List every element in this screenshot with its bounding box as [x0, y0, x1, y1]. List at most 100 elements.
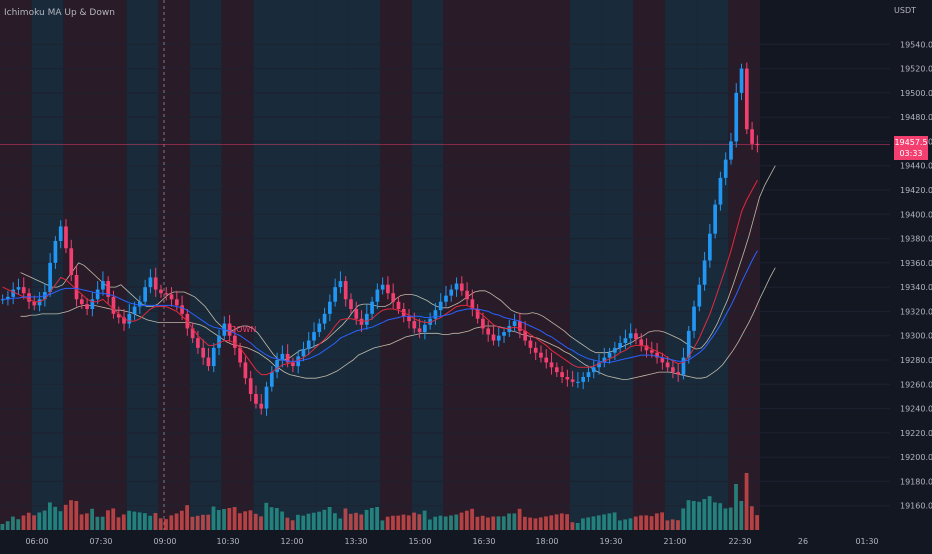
- volume-bar: [95, 516, 100, 530]
- volume-bar: [438, 515, 443, 530]
- volume-bar: [348, 513, 353, 530]
- volume-bar: [311, 512, 316, 530]
- candle-body: [459, 283, 464, 291]
- candle-body: [739, 68, 744, 93]
- y-tick-label: 19160.0: [900, 502, 932, 511]
- volume-bar: [211, 506, 216, 530]
- volume-bar: [596, 515, 601, 530]
- last-price-tag: 19457.5 03:33: [894, 136, 928, 160]
- volume-bar: [728, 507, 733, 530]
- candle-body: [576, 381, 580, 383]
- candle-body: [32, 301, 37, 306]
- volume-bar: [380, 520, 385, 530]
- candle-body: [697, 284, 702, 307]
- y-tick-label: 19480.0: [900, 113, 932, 122]
- volume-bar: [491, 516, 496, 530]
- candle-body: [454, 283, 459, 290]
- candle-body: [306, 340, 311, 350]
- candle-body: [312, 332, 316, 341]
- x-tick-label: 13:30: [344, 537, 367, 546]
- volume-bar: [137, 512, 142, 530]
- candle-body: [755, 143, 760, 146]
- candle-body: [639, 339, 644, 346]
- volume-bar: [106, 510, 110, 530]
- y-tick-label: 19320.0: [900, 307, 932, 316]
- volume-bar: [116, 517, 121, 530]
- volume-bar: [718, 503, 723, 530]
- candle-body: [169, 294, 174, 300]
- candle-body: [686, 330, 691, 358]
- candle-body: [734, 92, 739, 142]
- candle-body: [502, 332, 506, 336]
- volume-bar: [232, 507, 237, 530]
- volume-bar: [723, 508, 728, 530]
- candle-body: [655, 352, 659, 358]
- candle-body: [148, 277, 153, 288]
- candle-body: [206, 357, 211, 367]
- candle-body: [69, 248, 74, 275]
- volume-bar: [248, 510, 253, 530]
- volume-bar: [464, 510, 469, 530]
- candle-body: [153, 277, 158, 290]
- candle-body: [21, 287, 26, 294]
- volume-bar: [565, 514, 569, 530]
- background-band: [158, 0, 190, 530]
- y-tick-label: 19540.0: [900, 40, 932, 49]
- volume-bar: [153, 513, 158, 530]
- candle-body: [444, 295, 448, 302]
- candle-body: [196, 338, 200, 348]
- volume-bar: [317, 511, 321, 530]
- background-band: [443, 0, 475, 530]
- background-band: [190, 0, 222, 530]
- candle-body: [27, 293, 31, 302]
- volume-bar: [58, 511, 63, 530]
- background-band: [285, 0, 317, 530]
- x-tick-label: 26: [798, 537, 808, 546]
- volume-bar: [459, 512, 464, 530]
- candle-body: [423, 324, 427, 333]
- volume-bar: [264, 502, 269, 530]
- volume-bar: [290, 520, 295, 530]
- y-tick-label: 19440.0: [900, 162, 932, 171]
- candle-body: [58, 226, 63, 241]
- candle-body: [554, 367, 559, 373]
- volume-bar: [549, 515, 554, 530]
- kumo-span-b: [20, 267, 776, 380]
- volume-bar: [296, 514, 300, 530]
- volume-bar: [623, 519, 628, 530]
- volume-bar: [127, 510, 131, 530]
- volume-bar: [618, 520, 622, 530]
- volume-bar: [417, 514, 422, 530]
- volume-bar: [90, 508, 94, 530]
- volume-bar: [681, 508, 686, 530]
- volume-bar: [222, 509, 226, 530]
- y-tick-label: 19240.0: [900, 405, 932, 414]
- x-tick-label: 22:30: [728, 537, 751, 546]
- volume-bar: [428, 519, 432, 530]
- annotation-down: DOWN: [230, 325, 256, 334]
- volume-bar: [148, 515, 153, 530]
- candle-body: [523, 330, 527, 341]
- candle-body: [375, 289, 380, 302]
- volume-bar: [201, 514, 205, 530]
- candle-body: [481, 318, 485, 329]
- candle-body: [164, 293, 169, 295]
- candle-body: [396, 301, 401, 309]
- y-tick-label: 19380.0: [900, 235, 932, 244]
- volume-bar: [158, 518, 163, 530]
- background-band: [95, 0, 127, 530]
- volume-bar: [480, 515, 485, 530]
- candle-body: [507, 326, 512, 333]
- volume-bar: [533, 518, 538, 530]
- y-tick-label: 19220.0: [900, 429, 932, 438]
- volume-bar: [32, 515, 36, 530]
- volume-bar: [559, 513, 564, 530]
- candle-body: [623, 338, 628, 343]
- volume-bar: [238, 513, 242, 530]
- volume-bar: [406, 515, 411, 530]
- candle-body: [364, 313, 369, 325]
- x-tick-label: 18:00: [535, 537, 558, 546]
- volume-bar: [665, 520, 670, 530]
